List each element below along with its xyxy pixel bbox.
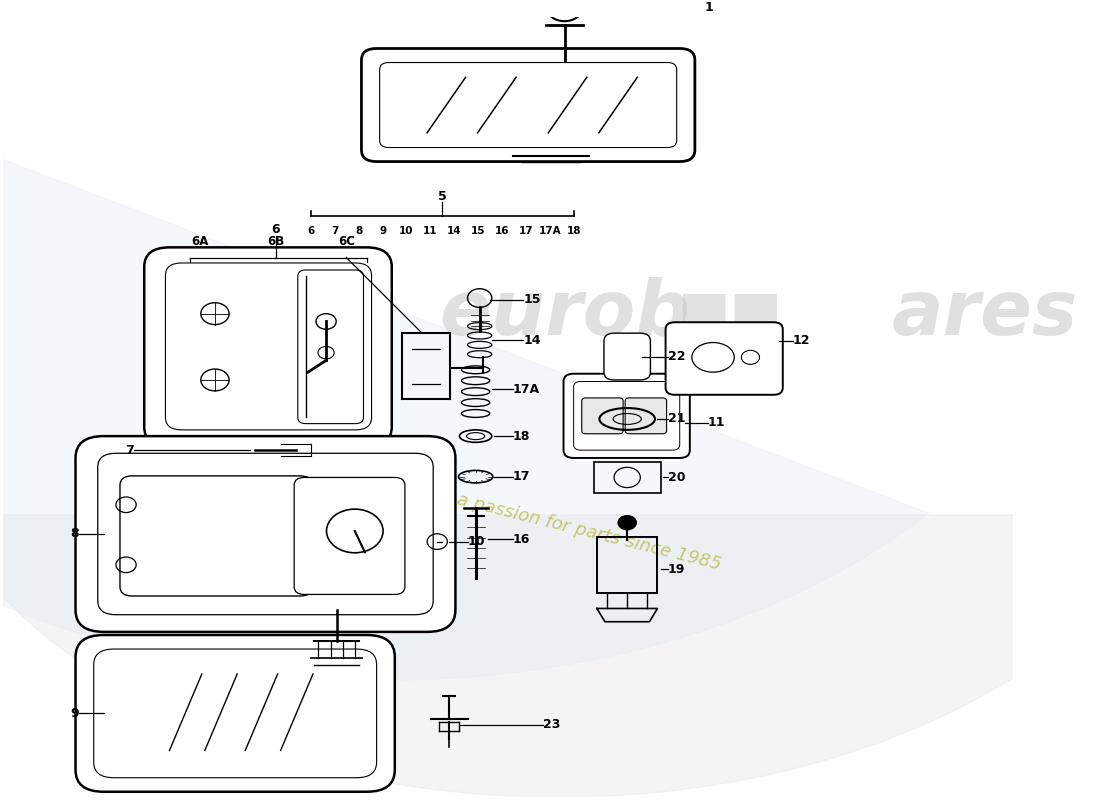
- Text: 18: 18: [513, 430, 530, 442]
- Text: 21: 21: [668, 413, 685, 426]
- Text: 6: 6: [272, 223, 279, 236]
- FancyBboxPatch shape: [76, 635, 395, 792]
- Text: 8: 8: [70, 527, 78, 541]
- Text: 10: 10: [468, 535, 485, 548]
- Text: 17: 17: [513, 470, 530, 483]
- Text: 7: 7: [331, 226, 339, 235]
- FancyBboxPatch shape: [362, 49, 695, 162]
- FancyBboxPatch shape: [294, 478, 405, 594]
- Text: 12: 12: [793, 334, 811, 347]
- Text: 14: 14: [524, 334, 540, 346]
- Text: 6: 6: [307, 226, 315, 235]
- Text: 17A: 17A: [513, 383, 540, 396]
- FancyBboxPatch shape: [120, 476, 312, 596]
- Text: 6C: 6C: [338, 235, 355, 248]
- Text: 18: 18: [566, 226, 581, 235]
- Text: 8: 8: [355, 226, 362, 235]
- Text: 23: 23: [543, 718, 561, 731]
- Text: 11: 11: [424, 226, 438, 235]
- FancyBboxPatch shape: [165, 263, 372, 430]
- Text: 6B: 6B: [267, 235, 284, 248]
- Text: ares: ares: [892, 277, 1078, 350]
- Text: eurob: eurob: [439, 277, 690, 350]
- Text: 14: 14: [447, 226, 462, 235]
- FancyBboxPatch shape: [76, 436, 455, 632]
- Text: 1: 1: [705, 1, 714, 14]
- Text: 11: 11: [708, 416, 726, 429]
- Text: 6A: 6A: [191, 235, 209, 248]
- Text: 9: 9: [70, 707, 78, 720]
- Text: 15: 15: [471, 226, 485, 235]
- FancyBboxPatch shape: [98, 454, 433, 614]
- FancyBboxPatch shape: [573, 382, 680, 450]
- FancyBboxPatch shape: [298, 270, 363, 424]
- Text: 9: 9: [379, 226, 386, 235]
- Text: 10: 10: [399, 226, 414, 235]
- FancyBboxPatch shape: [379, 62, 676, 147]
- Text: 20: 20: [668, 471, 685, 484]
- FancyBboxPatch shape: [625, 398, 667, 434]
- Text: 16: 16: [513, 533, 530, 546]
- Text: 5: 5: [438, 190, 447, 203]
- FancyBboxPatch shape: [582, 398, 623, 434]
- Bar: [597, 537, 658, 593]
- Text: 17: 17: [518, 226, 534, 235]
- FancyBboxPatch shape: [666, 322, 783, 394]
- FancyBboxPatch shape: [94, 649, 376, 778]
- Text: 17A: 17A: [538, 226, 561, 235]
- Circle shape: [618, 516, 636, 530]
- Text: 7: 7: [125, 444, 134, 457]
- FancyBboxPatch shape: [144, 247, 392, 446]
- FancyBboxPatch shape: [563, 374, 690, 458]
- Text: a passion for parts since 1985: a passion for parts since 1985: [454, 490, 723, 574]
- Bar: [594, 462, 660, 493]
- Polygon shape: [0, 52, 928, 680]
- Text: ■■: ■■: [678, 286, 783, 341]
- Text: 22: 22: [668, 350, 685, 363]
- Text: 15: 15: [524, 293, 540, 306]
- Text: 16: 16: [495, 226, 509, 235]
- FancyBboxPatch shape: [604, 333, 650, 380]
- Text: 19: 19: [668, 563, 685, 576]
- Polygon shape: [0, 515, 1100, 797]
